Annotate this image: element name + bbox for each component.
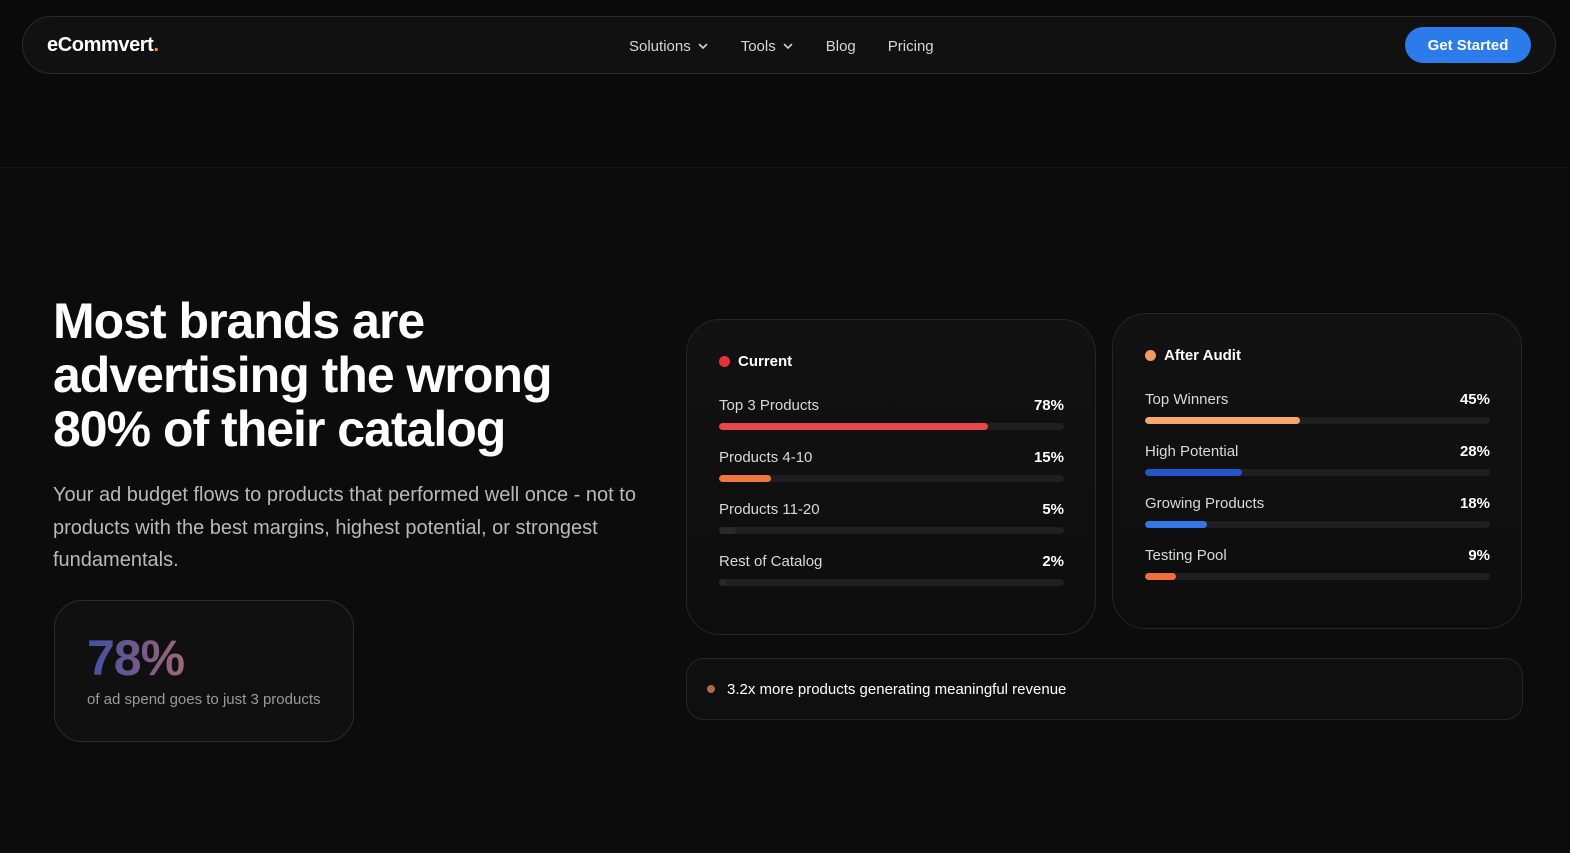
stat-value: 78% — [87, 630, 185, 686]
progress-fill — [719, 527, 737, 534]
row-percent: 15% — [1033, 449, 1064, 466]
after-row: Growing Products 18% — [1145, 495, 1490, 547]
row-percent: 5% — [1042, 501, 1064, 518]
progress-fill — [719, 423, 989, 430]
current-row: Rest of Catalog 2% — [719, 553, 1064, 605]
logo-text: eCommvert — [47, 34, 154, 56]
row-label: Products 4-10 — [719, 449, 813, 466]
nav-links: Solutions Tools Blog Pricing — [629, 17, 966, 75]
after-panel-title: After Audit — [1164, 347, 1241, 364]
row-label: Testing Pool — [1145, 547, 1227, 564]
row-percent: 78% — [1033, 397, 1064, 414]
logo[interactable]: eCommvert. — [47, 34, 159, 57]
row-label: Top 3 Products — [719, 397, 820, 414]
row-label: Rest of Catalog — [719, 553, 823, 570]
logo-dot: . — [153, 34, 159, 56]
nav-item-solutions[interactable]: Solutions — [629, 38, 709, 55]
progress-fill — [1145, 417, 1301, 424]
summary-dot — [707, 685, 715, 693]
progress-fill — [719, 475, 771, 482]
after-row: High Potential 28% — [1145, 443, 1490, 495]
navbar: eCommvert. Solutions Tools Blog Pricing … — [22, 16, 1556, 74]
progress-track — [1145, 417, 1490, 424]
progress-track — [1145, 521, 1490, 528]
row-label: Top Winners — [1145, 391, 1229, 408]
after-status-dot — [1145, 350, 1156, 361]
hero-headline: Most brands are advertising the wrong 80… — [53, 293, 553, 457]
nav-item-blog[interactable]: Blog — [826, 38, 856, 55]
after-rows: Top Winners 45% High Potential 28% Growi… — [1145, 391, 1490, 599]
nav-item-label: Blog — [825, 37, 856, 55]
row-percent: 45% — [1459, 391, 1490, 408]
hero-subtext: Your ad budget flows to products that pe… — [53, 484, 636, 571]
progress-track — [719, 579, 1064, 586]
progress-fill — [719, 579, 726, 586]
row-percent: 18% — [1459, 495, 1490, 512]
progress-track — [1145, 469, 1490, 476]
row-percent: 28% — [1459, 443, 1490, 460]
summary-text: 3.2x more products generating meaningful… — [727, 680, 1067, 698]
after-audit-panel: After Audit Top Winners 45% High Potenti… — [1112, 313, 1522, 629]
current-row: Top 3 Products 78% — [719, 397, 1064, 449]
after-row: Testing Pool 9% — [1145, 547, 1490, 599]
stat-card: 78% of ad spend goes to just 3 products — [54, 600, 354, 742]
current-panel-header: Current — [719, 353, 792, 370]
row-label: Growing Products — [1145, 495, 1265, 512]
row-label: Products 11-20 — [719, 501, 820, 518]
nav-item-label: Tools — [740, 37, 776, 55]
progress-track — [1145, 573, 1490, 580]
progress-fill — [1145, 469, 1242, 476]
current-status-dot — [719, 356, 730, 367]
nav-item-pricing[interactable]: Pricing — [888, 38, 934, 55]
chevron-down-icon — [698, 43, 708, 49]
progress-fill — [1145, 521, 1208, 528]
row-percent: 2% — [1042, 553, 1064, 570]
current-row: Products 4-10 15% — [719, 449, 1064, 501]
summary-banner: 3.2x more products generating meaningful… — [686, 658, 1523, 720]
after-row: Top Winners 45% — [1145, 391, 1490, 443]
nav-item-label: Pricing — [887, 37, 934, 55]
current-rows: Top 3 Products 78% Products 4-10 15% Pro… — [719, 397, 1064, 605]
progress-track — [719, 475, 1064, 482]
nav-item-tools[interactable]: Tools — [741, 38, 794, 55]
progress-track — [719, 423, 1064, 430]
stat-label: of ad spend goes to just 3 products — [87, 691, 321, 708]
row-label: High Potential — [1145, 443, 1239, 460]
current-row: Products 11-20 5% — [719, 501, 1064, 553]
nav-item-label: Solutions — [629, 37, 691, 55]
get-started-button[interactable]: Get Started — [1405, 27, 1531, 63]
progress-fill — [1145, 573, 1177, 580]
after-panel-header: After Audit — [1145, 347, 1241, 364]
current-panel-title: Current — [738, 353, 793, 370]
chevron-down-icon — [783, 43, 793, 49]
current-panel: Current Top 3 Products 78% Products 4-10… — [686, 319, 1096, 635]
row-percent: 9% — [1468, 547, 1490, 564]
progress-track — [719, 527, 1064, 534]
